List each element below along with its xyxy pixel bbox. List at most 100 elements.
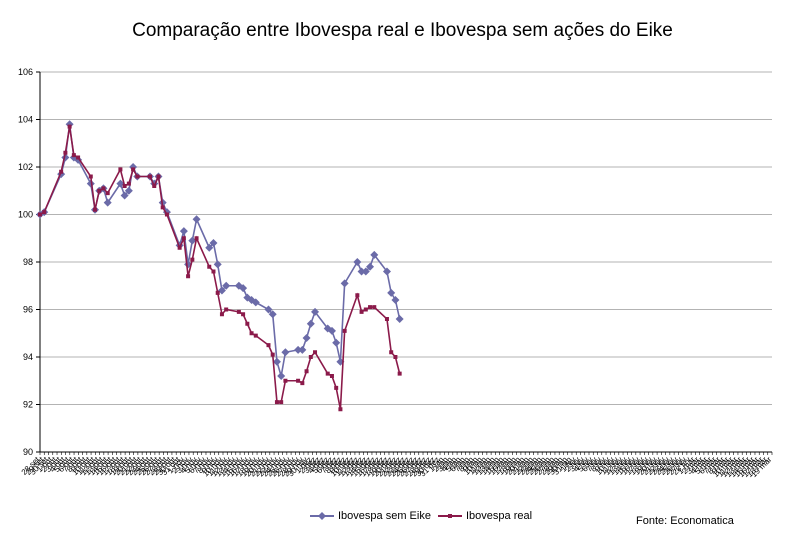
series-line-ibovespa-real xyxy=(39,126,401,410)
data-point-ibovespa-real xyxy=(101,186,106,191)
data-point-ibovespa-real xyxy=(363,307,368,312)
data-point-ibovespa-real xyxy=(160,205,165,210)
data-point-ibovespa-real xyxy=(93,207,98,212)
data-point-ibovespa-real xyxy=(177,245,182,250)
data-point-ibovespa-real xyxy=(249,331,254,336)
data-point-ibovespa-real xyxy=(329,374,334,378)
data-point-ibovespa-sem-eike xyxy=(222,281,231,290)
data-point-ibovespa-real xyxy=(359,309,364,314)
data-point-ibovespa-real xyxy=(152,184,157,188)
data-point-ibovespa-real xyxy=(342,328,347,333)
data-point-ibovespa-real xyxy=(245,321,250,326)
legend-label-ibovespa-sem-eike: Ibovespa sem Eike xyxy=(338,510,431,522)
data-point-ibovespa-real xyxy=(97,188,102,193)
data-point-ibovespa-real xyxy=(207,264,212,269)
legend-swatch-ibovespa-real xyxy=(438,514,462,518)
data-point-ibovespa-real xyxy=(224,307,229,312)
data-point-ibovespa-sem-eike xyxy=(217,286,226,295)
data-point-ibovespa-sem-eike xyxy=(357,267,366,276)
data-point-ibovespa-real xyxy=(283,378,288,383)
y-tick-label: 100 xyxy=(18,210,33,220)
data-point-ibovespa-real xyxy=(63,150,68,155)
data-point-ibovespa-real xyxy=(279,400,284,405)
data-point-ibovespa-real xyxy=(42,210,47,215)
data-point-ibovespa-real xyxy=(300,381,305,386)
grid-lines xyxy=(40,71,772,405)
y-tick-label: 94 xyxy=(23,352,33,362)
data-point-ibovespa-sem-eike xyxy=(387,288,396,297)
data-point-ibovespa-real xyxy=(296,378,301,383)
data-point-ibovespa-real xyxy=(105,191,110,196)
data-point-ibovespa-sem-eike xyxy=(86,179,95,188)
legend-item-ibovespa-real: Ibovespa real xyxy=(438,510,532,522)
series-line-ibovespa-sem-eike xyxy=(39,124,401,377)
data-point-ibovespa-real xyxy=(131,167,136,172)
data-point-ibovespa-real xyxy=(308,355,313,359)
data-point-ibovespa-sem-eike xyxy=(179,227,188,236)
data-point-ibovespa-real xyxy=(253,333,258,338)
data-point-ibovespa-sem-eike xyxy=(239,284,248,293)
data-point-ibovespa-sem-eike xyxy=(209,239,218,247)
data-point-ibovespa-real xyxy=(325,371,330,376)
data-point-ibovespa-real xyxy=(190,257,195,262)
data-point-ibovespa-real xyxy=(186,274,191,279)
data-point-ibovespa-real xyxy=(71,153,76,158)
data-point-ibovespa-real xyxy=(38,212,42,217)
data-point-ibovespa-real xyxy=(372,305,377,310)
y-tick-label: 106 xyxy=(18,67,33,77)
data-point-ibovespa-sem-eike xyxy=(327,326,336,335)
legend-swatch-ibovespa-sem-eike xyxy=(310,512,334,520)
data-point-ibovespa-real xyxy=(118,167,123,172)
y-tick-label: 90 xyxy=(23,447,33,457)
data-point-ibovespa-sem-eike xyxy=(366,262,375,271)
legend-item-ibovespa-sem-eike: Ibovespa sem Eike xyxy=(310,510,431,522)
data-point-ibovespa-real xyxy=(126,181,131,186)
data-point-ibovespa-real xyxy=(334,385,339,390)
data-point-ibovespa-sem-eike xyxy=(277,372,286,380)
data-point-ibovespa-real xyxy=(270,352,275,357)
data-point-ibovespa-real xyxy=(219,312,224,317)
y-tick-label: 104 xyxy=(18,115,33,125)
data-point-ibovespa-real xyxy=(194,236,199,241)
data-point-ibovespa-sem-eike xyxy=(306,319,315,328)
data-point-ibovespa-sem-eike xyxy=(192,215,201,224)
data-point-ibovespa-sem-eike xyxy=(382,267,391,276)
data-point-ibovespa-real xyxy=(211,269,216,274)
chart-title: Comparação entre Ibovespa real e Ibovesp… xyxy=(132,20,673,41)
data-point-ibovespa-sem-eike xyxy=(281,348,290,357)
data-point-ibovespa-real xyxy=(393,355,398,359)
data-point-ibovespa-real xyxy=(368,305,373,310)
data-point-ibovespa-sem-eike xyxy=(370,250,379,259)
data-point-ibovespa-real xyxy=(59,169,64,174)
data-point-ibovespa-sem-eike xyxy=(361,267,370,276)
legend-label-ibovespa-real: Ibovespa real xyxy=(466,510,533,522)
data-point-ibovespa-sem-eike xyxy=(294,345,303,354)
data-point-ibovespa-sem-eike xyxy=(268,310,277,319)
data-point-ibovespa-sem-eike xyxy=(353,258,362,266)
data-point-ibovespa-real xyxy=(215,290,220,295)
data-point-ibovespa-real xyxy=(88,174,93,179)
data-point-ibovespa-real xyxy=(274,400,279,405)
data-point-ibovespa-real xyxy=(135,174,140,179)
data-point-ibovespa-real xyxy=(241,312,246,317)
data-point-ibovespa-sem-eike xyxy=(188,236,197,245)
series-group xyxy=(36,120,404,412)
y-tick-label: 96 xyxy=(23,305,33,315)
data-point-ibovespa-sem-eike xyxy=(264,305,273,314)
data-point-ibovespa-real xyxy=(148,174,153,179)
data-point-ibovespa-real xyxy=(313,350,318,355)
y-tick-label: 92 xyxy=(23,400,33,410)
data-point-ibovespa-sem-eike xyxy=(213,260,222,269)
data-point-ibovespa-real xyxy=(266,343,271,348)
data-point-ibovespa-sem-eike xyxy=(340,279,349,288)
data-point-ibovespa-real xyxy=(76,155,81,160)
y-axis: 90 92 94 96 98 100 102 104 106 xyxy=(18,67,41,457)
data-point-ibovespa-real xyxy=(397,371,402,376)
data-point-ibovespa-sem-eike xyxy=(302,334,311,342)
data-point-ibovespa-sem-eike xyxy=(298,345,307,354)
data-point-ibovespa-sem-eike xyxy=(124,186,133,195)
data-point-ibovespa-real xyxy=(67,124,72,129)
data-point-ibovespa-sem-eike xyxy=(120,191,129,200)
y-tick-label: 102 xyxy=(18,162,33,172)
